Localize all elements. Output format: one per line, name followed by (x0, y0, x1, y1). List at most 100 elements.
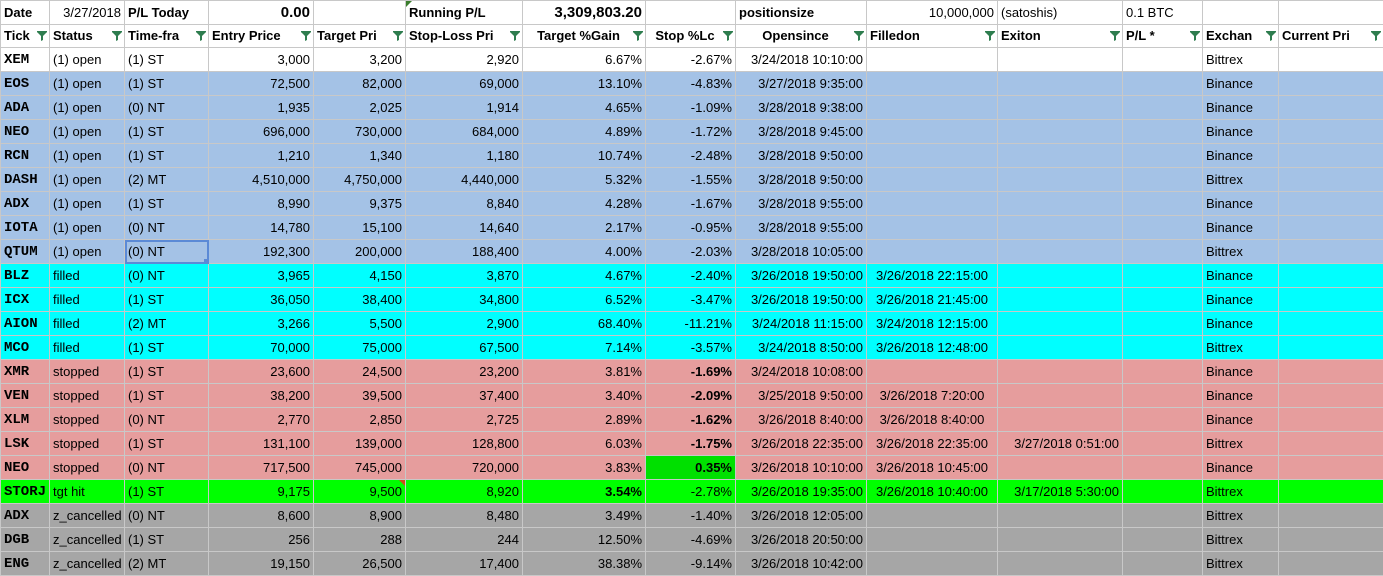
cell-exit-on[interactable]: 3/27/2018 0:51:00 (998, 432, 1123, 456)
cell-status[interactable]: stopped (50, 432, 125, 456)
cell-timeframe[interactable]: (1) ST (125, 432, 209, 456)
cell-status[interactable]: filled (50, 288, 125, 312)
cell-open-since[interactable]: 3/24/2018 10:10:00 (736, 48, 867, 72)
cell-ticker[interactable]: DASH (1, 168, 50, 192)
filter-dropdown-icon[interactable] (723, 31, 733, 41)
cell-target-price[interactable]: 38,400 (314, 288, 406, 312)
cell-stop-loss-price[interactable]: 128,800 (406, 432, 523, 456)
cell-stop-loss-price[interactable]: 684,000 (406, 120, 523, 144)
cell-status[interactable]: (1) open (50, 240, 125, 264)
cell-exit-on[interactable] (998, 456, 1123, 480)
cell-ticker[interactable]: BLZ (1, 264, 50, 288)
cell-status[interactable]: (1) open (50, 72, 125, 96)
cell-target-price[interactable]: 745,000 (314, 456, 406, 480)
cell-exit-on[interactable] (998, 408, 1123, 432)
cell-ticker[interactable]: QTUM (1, 240, 50, 264)
cell-target-price[interactable]: 15,100 (314, 216, 406, 240)
cell-ticker[interactable]: DGB (1, 528, 50, 552)
cell-filled-on[interactable] (867, 120, 998, 144)
cell-ticker[interactable]: XEM (1, 48, 50, 72)
cell-entry-price[interactable]: 19,150 (209, 552, 314, 576)
cell-ticker[interactable]: IOTA (1, 216, 50, 240)
cell-exchange[interactable]: Bittrex (1203, 336, 1279, 360)
cell-current-price[interactable] (1279, 312, 1383, 336)
cell-exchange[interactable]: Binance (1203, 312, 1279, 336)
cell-timeframe[interactable]: (1) ST (125, 336, 209, 360)
cell-current-price[interactable] (1279, 480, 1383, 504)
cell-exchange[interactable]: Binance (1203, 120, 1279, 144)
cell-target-price[interactable]: 5,500 (314, 312, 406, 336)
cell-entry-price[interactable]: 1,210 (209, 144, 314, 168)
cell-stop-loss-pct[interactable]: -4.69% (646, 528, 736, 552)
header-target-gain[interactable]: Target %Gain (523, 25, 646, 48)
cell-open-since[interactable]: 3/28/2018 9:50:00 (736, 168, 867, 192)
cell-entry-price[interactable]: 3,965 (209, 264, 314, 288)
cell-target-price[interactable]: 4,750,000 (314, 168, 406, 192)
cell-open-since[interactable]: 3/28/2018 9:55:00 (736, 216, 867, 240)
cell-open-since[interactable]: 3/26/2018 10:10:00 (736, 456, 867, 480)
positionsize-label[interactable]: positionsize (736, 1, 867, 25)
cell-exchange[interactable]: Bittrex (1203, 552, 1279, 576)
header-target-price[interactable]: Target Pri (314, 25, 406, 48)
cell-entry-price[interactable]: 1,935 (209, 96, 314, 120)
satoshis-label[interactable]: (satoshis) (998, 1, 1123, 25)
cell-ticker[interactable]: XMR (1, 360, 50, 384)
cell-status[interactable]: (1) open (50, 48, 125, 72)
header-ticker[interactable]: Tick (1, 25, 50, 48)
cell-open-since[interactable]: 3/24/2018 8:50:00 (736, 336, 867, 360)
cell-ticker[interactable]: EOS (1, 72, 50, 96)
cell-stop-loss-pct[interactable]: -1.62% (646, 408, 736, 432)
cell-pl[interactable] (1123, 96, 1203, 120)
cell-stop-loss-price[interactable]: 17,400 (406, 552, 523, 576)
cell-filled-on[interactable] (867, 48, 998, 72)
cell-entry-price[interactable]: 4,510,000 (209, 168, 314, 192)
cell-pl[interactable] (1123, 120, 1203, 144)
cell-target-gain[interactable]: 6.67% (523, 48, 646, 72)
cell-ticker[interactable]: LSK (1, 432, 50, 456)
cell-entry-price[interactable]: 192,300 (209, 240, 314, 264)
cell-target-gain[interactable]: 7.14% (523, 336, 646, 360)
cell-current-price[interactable] (1279, 168, 1383, 192)
header-exchange[interactable]: Exchan (1203, 25, 1279, 48)
cell-exit-on[interactable] (998, 264, 1123, 288)
cell-target-gain[interactable]: 6.03% (523, 432, 646, 456)
cell-pl[interactable] (1123, 144, 1203, 168)
cell-stop-loss-price[interactable]: 23,200 (406, 360, 523, 384)
cell-pl[interactable] (1123, 48, 1203, 72)
cell-exit-on[interactable] (998, 528, 1123, 552)
cell-ticker[interactable]: RCN (1, 144, 50, 168)
cell-pl[interactable] (1123, 264, 1203, 288)
cell-target-gain[interactable]: 6.52% (523, 288, 646, 312)
cell-ticker[interactable]: MCO (1, 336, 50, 360)
cell-timeframe[interactable]: (1) ST (125, 480, 209, 504)
cell-ticker[interactable]: STORJ (1, 480, 50, 504)
cell-exchange[interactable]: Binance (1203, 360, 1279, 384)
cell-target-gain[interactable]: 3.49% (523, 504, 646, 528)
cell-timeframe[interactable]: (2) MT (125, 168, 209, 192)
cell-stop-loss-price[interactable]: 8,920 (406, 480, 523, 504)
cell-stop-loss-pct[interactable]: -1.09% (646, 96, 736, 120)
cell-open-since[interactable]: 3/24/2018 11:15:00 (736, 312, 867, 336)
cell-filled-on[interactable]: 3/26/2018 21:45:00 (867, 288, 998, 312)
cell-entry-price[interactable]: 8,600 (209, 504, 314, 528)
cell-stop-loss-pct[interactable]: -2.03% (646, 240, 736, 264)
cell-entry-price[interactable]: 717,500 (209, 456, 314, 480)
cell-exchange[interactable]: Binance (1203, 216, 1279, 240)
cell-stop-loss-price[interactable]: 2,920 (406, 48, 523, 72)
cell-status[interactable]: stopped (50, 384, 125, 408)
cell-timeframe[interactable]: (0) NT (125, 408, 209, 432)
cell-entry-price[interactable]: 38,200 (209, 384, 314, 408)
header-exit-on[interactable]: Exiton (998, 25, 1123, 48)
cell-target-gain[interactable]: 3.40% (523, 384, 646, 408)
cell-timeframe[interactable]: (1) ST (125, 120, 209, 144)
cell-target-price[interactable]: 2,850 (314, 408, 406, 432)
filter-dropdown-icon[interactable] (1371, 31, 1381, 41)
cell-exit-on[interactable] (998, 552, 1123, 576)
cell-stop-loss-price[interactable]: 37,400 (406, 384, 523, 408)
cell-status[interactable]: filled (50, 312, 125, 336)
cell-filled-on[interactable] (867, 360, 998, 384)
cell-entry-price[interactable]: 3,266 (209, 312, 314, 336)
cell-open-since[interactable]: 3/28/2018 9:55:00 (736, 192, 867, 216)
cell-status[interactable]: (1) open (50, 120, 125, 144)
cell-entry-price[interactable]: 14,780 (209, 216, 314, 240)
